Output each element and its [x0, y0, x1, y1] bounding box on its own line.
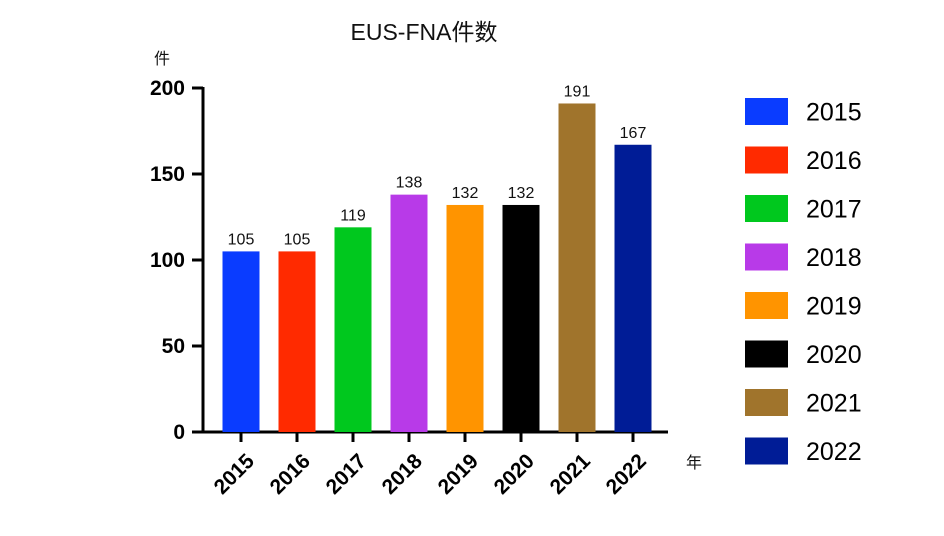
- legend-label: 2021: [806, 390, 862, 418]
- legend-swatch: [745, 243, 788, 271]
- chart-title: EUS-FNA件数: [351, 19, 498, 45]
- y-tick-label: 0: [173, 421, 185, 444]
- y-tick-label: 150: [150, 163, 185, 186]
- bar: [614, 144, 652, 432]
- y-tick-label: 50: [162, 335, 185, 358]
- x-tick-label: 2017: [322, 450, 371, 499]
- x-tick-label: 2020: [490, 450, 539, 499]
- bar: [390, 194, 428, 432]
- x-tick-label: 2015: [210, 449, 260, 499]
- bar: [334, 227, 372, 432]
- data-label: 132: [508, 185, 535, 202]
- data-label: 167: [620, 125, 647, 142]
- legend-label: 2017: [806, 196, 862, 224]
- data-label: 191: [564, 83, 591, 100]
- legend-swatch: [745, 292, 788, 319]
- bar: [502, 204, 540, 432]
- data-label: 105: [228, 231, 255, 248]
- legend-label: 2020: [806, 341, 862, 369]
- data-label: 132: [452, 185, 479, 202]
- data-label: 105: [284, 231, 311, 248]
- bar: [558, 103, 596, 432]
- x-tick-label: 2016: [266, 450, 315, 499]
- bar: [446, 204, 484, 432]
- data-label: 119: [340, 207, 366, 224]
- legend-swatch: [745, 437, 788, 465]
- x-tick-label: 2022: [602, 450, 651, 499]
- legend-label: 2015: [806, 99, 862, 127]
- legend-label: 2022: [806, 438, 862, 466]
- legend-swatch: [745, 146, 788, 174]
- bars: 105 105 119 138 132 132 191 167: [222, 83, 652, 432]
- legend-label: 2019: [806, 293, 862, 321]
- data-label: 138: [396, 175, 423, 192]
- x-tick-label: 2021: [546, 449, 596, 499]
- bar: [222, 251, 260, 432]
- legend-label: 2016: [806, 147, 862, 175]
- x-axis-label: 年: [686, 454, 702, 472]
- legend: 2015 2016 2017 2018 2019 2020 2021 2022: [745, 98, 862, 466]
- y-axis-label: 件: [154, 50, 170, 68]
- bar: [278, 251, 316, 432]
- legend-swatch: [745, 98, 788, 125]
- x-tick-label: 2019: [434, 450, 483, 499]
- y-tick-label: 200: [150, 77, 185, 100]
- legend-swatch: [745, 340, 788, 368]
- y-tick-label: 100: [150, 249, 185, 272]
- legend-swatch: [745, 389, 788, 416]
- legend-swatch: [745, 195, 788, 222]
- x-tick-label: 2018: [378, 449, 428, 499]
- legend-label: 2018: [806, 244, 862, 272]
